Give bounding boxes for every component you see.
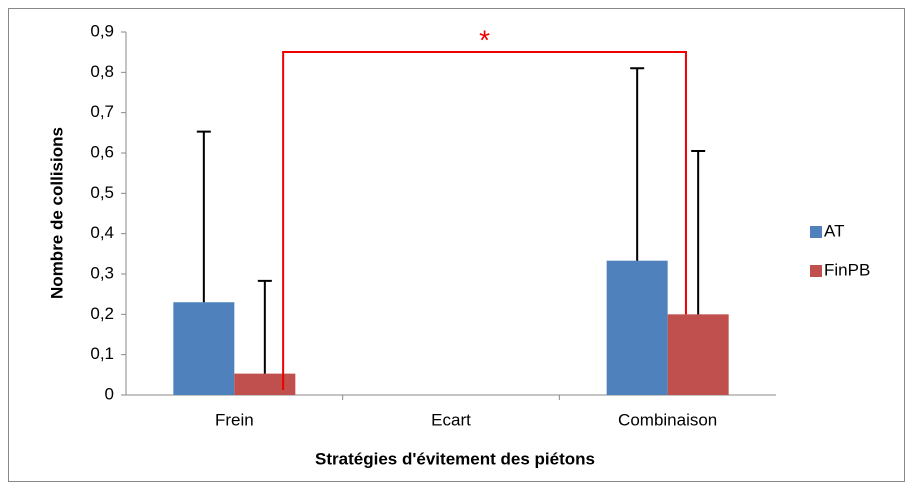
y-tick-label: 0,9 <box>90 21 114 40</box>
y-tick-label: 0,3 <box>90 263 114 282</box>
y-tick-label: 0,2 <box>90 304 114 323</box>
y-tick-label: 0,1 <box>90 344 114 363</box>
bar <box>173 302 235 395</box>
x-tick-label: Frein <box>215 410 254 429</box>
legend-swatch <box>810 265 822 277</box>
y-axis-title: Nombre de collisions <box>47 127 66 299</box>
legend-label: AT <box>824 221 844 240</box>
y-tick-label: 0,4 <box>90 223 114 242</box>
bar <box>606 260 668 395</box>
error-bar <box>257 279 272 374</box>
y-tick-label: 0 <box>105 384 114 403</box>
y-tick-label: 0,6 <box>90 142 114 161</box>
chart-frame <box>8 8 905 482</box>
error-bar <box>691 149 706 315</box>
bar <box>667 314 729 395</box>
error-bar <box>630 67 645 261</box>
x-tick-label: Ecart <box>431 410 471 429</box>
y-tick-label: 0,5 <box>90 183 114 202</box>
error-bar <box>196 130 211 303</box>
x-tick-label: Combinaison <box>618 410 717 429</box>
significance-marker: * <box>479 24 490 55</box>
legend-swatch <box>810 226 822 238</box>
bar <box>234 373 296 395</box>
legend-label: FinPB <box>824 260 870 279</box>
y-tick-label: 0,7 <box>90 102 114 121</box>
y-tick-label: 0,8 <box>90 62 114 81</box>
x-axis-title: Stratégies d'évitement des piétons <box>315 449 595 468</box>
significance-bracket <box>282 51 687 390</box>
